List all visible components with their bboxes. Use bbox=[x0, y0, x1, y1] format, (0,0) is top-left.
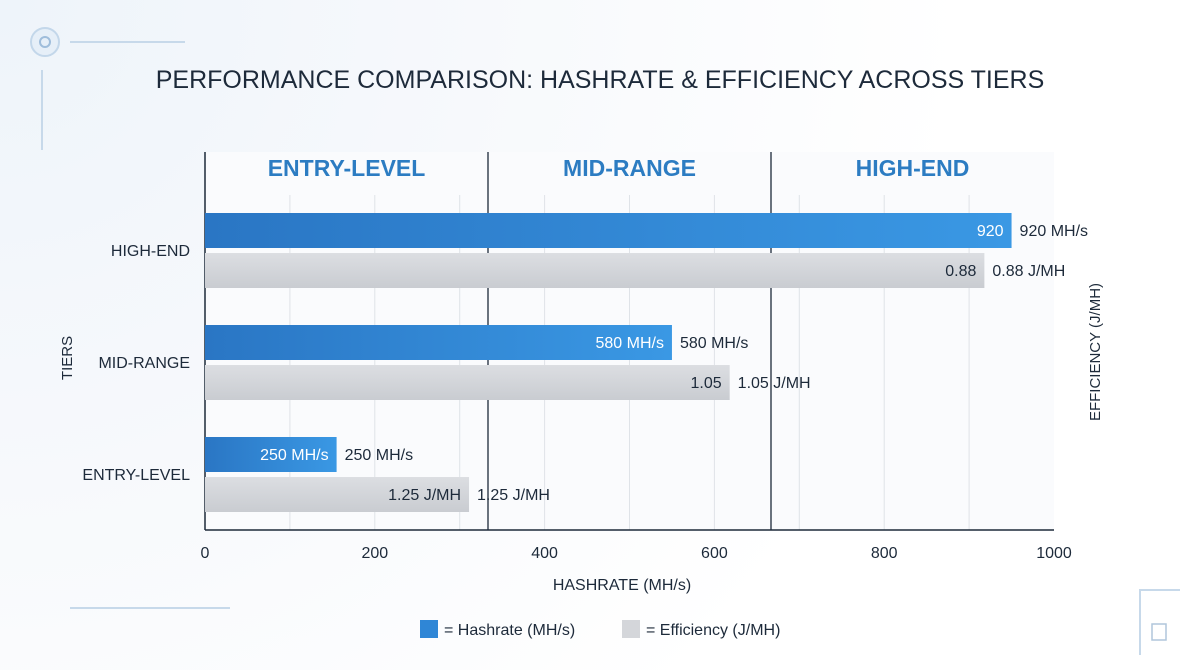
x-tick-label: 200 bbox=[361, 545, 388, 562]
legend-swatch-hashrate bbox=[420, 620, 438, 638]
hashrate-value-label: 250 MH/s bbox=[345, 447, 413, 464]
plot-area: ENTRY-LEVEL MID-RANGE HIGH-END 0 200 400 600 80… bbox=[82, 152, 1088, 562]
x-tick-label: 400 bbox=[531, 545, 558, 562]
hashrate-bar bbox=[205, 437, 337, 472]
efficiency-inside-label: 1.05 bbox=[691, 375, 722, 392]
x-axis-label: HASHRATE (MH/s) bbox=[553, 577, 691, 594]
efficiency-value-label: 1.25 J/MH bbox=[477, 487, 550, 504]
legend-label-efficiency: = Efficiency (J/MH) bbox=[646, 622, 780, 639]
x-tick-label: 600 bbox=[701, 545, 728, 562]
legend-swatch-efficiency bbox=[622, 620, 640, 638]
legend-label-hashrate: = Hashrate (MH/s) bbox=[444, 622, 575, 639]
hashrate-inside-label: 580 MH/s bbox=[595, 335, 663, 352]
y-axis-label: TIERS bbox=[59, 336, 76, 380]
hashrate-value-label: 580 MH/s bbox=[680, 335, 748, 352]
x-tick-label: 800 bbox=[871, 545, 898, 562]
x-tick-label: 0 bbox=[201, 545, 210, 562]
hashrate-value-label: 920 MH/s bbox=[1020, 223, 1088, 240]
efficiency-value-label: 1.05 J/MH bbox=[738, 375, 811, 392]
legend: = Hashrate (MH/s) = Efficiency (J/MH) bbox=[420, 620, 780, 639]
efficiency-inside-label: 0.88 bbox=[945, 263, 976, 280]
hashrate-inside-label: 250 MH/s bbox=[260, 447, 328, 464]
efficiency-bar bbox=[205, 477, 470, 512]
tier-header: ENTRY-LEVEL bbox=[268, 155, 426, 181]
hashrate-bar bbox=[205, 213, 1012, 248]
hashrate-bar bbox=[205, 325, 672, 360]
category-label: HIGH-END bbox=[111, 243, 190, 260]
x-tick-label: 1000 bbox=[1036, 545, 1072, 562]
category-label: MID-RANGE bbox=[98, 355, 190, 372]
tier-header: MID-RANGE bbox=[563, 155, 696, 181]
efficiency-value-label: 0.88 J/MH bbox=[992, 263, 1065, 280]
tier-header: HIGH-END bbox=[856, 155, 970, 181]
efficiency-bar bbox=[205, 253, 985, 288]
hashrate-inside-label: 920 bbox=[977, 223, 1004, 240]
category-label: ENTRY-LEVEL bbox=[82, 467, 190, 484]
settings-icon bbox=[30, 27, 60, 57]
document-icon bbox=[1151, 623, 1167, 641]
efficiency-inside-label: 1.25 J/MH bbox=[388, 487, 461, 504]
chart-title: PERFORMANCE COMPARISON: HASHRATE & EFFIC… bbox=[156, 66, 1045, 94]
decorations bbox=[30, 27, 1180, 655]
y2-axis-label: EFFICIENCY (J/MH) bbox=[1087, 283, 1104, 421]
efficiency-bar bbox=[205, 365, 730, 400]
